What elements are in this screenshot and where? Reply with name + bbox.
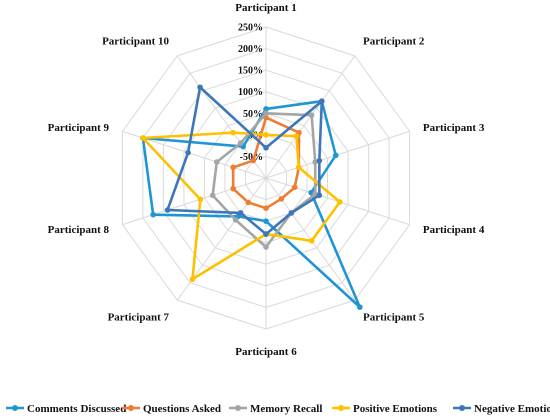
legend-label: Comments Discussed <box>27 403 126 415</box>
series-memory-recall <box>209 110 319 250</box>
legend-swatch-marker <box>338 405 344 411</box>
data-point-memory-recall-8 <box>209 192 216 199</box>
data-series <box>140 84 363 310</box>
data-point-memory-recall-10 <box>237 140 244 146</box>
data-point-negative-emotions-7 <box>237 210 244 216</box>
axis-label-participant-9: Participant 9 <box>48 122 110 134</box>
data-point-positive-emotions-8 <box>197 196 204 203</box>
data-point-memory-recall-9 <box>213 159 220 165</box>
data-point-questions-asked-7 <box>245 199 252 206</box>
data-point-memory-recall-7 <box>232 217 239 223</box>
tick-label: 50% <box>243 109 263 120</box>
legend-item-comments-discussed: Comments Discussed <box>6 403 126 415</box>
legend-label: Positive Emotions <box>353 403 438 415</box>
data-point-comments-discussed-3 <box>332 152 339 159</box>
data-point-positive-emotions-9 <box>140 135 146 141</box>
tick-label: 100% <box>238 87 263 98</box>
data-point-questions-asked-10 <box>250 157 257 164</box>
data-point-negative-emotions-10 <box>197 84 203 91</box>
data-point-negative-emotions-6 <box>263 231 269 237</box>
data-point-memory-recall-1 <box>263 110 269 117</box>
data-point-comments-discussed-8 <box>150 211 156 218</box>
data-point-positive-emotions-3 <box>296 164 302 171</box>
data-point-comments-discussed-1 <box>263 106 269 112</box>
data-point-positive-emotions-1 <box>263 132 269 138</box>
data-point-negative-emotions-2 <box>318 98 325 105</box>
data-point-questions-asked-6 <box>263 205 269 211</box>
data-point-positive-emotions-5 <box>308 238 315 244</box>
data-point-negative-emotions-1 <box>263 145 269 151</box>
axis-label-participant-1: Participant 1 <box>235 2 296 14</box>
data-point-negative-emotions-8 <box>164 207 171 213</box>
legend-swatch-marker <box>12 405 18 411</box>
axis-label-participant-3: Participant 3 <box>423 122 485 134</box>
legend-item-questions-asked: Questions Asked <box>122 403 221 415</box>
data-point-memory-recall-2 <box>308 112 315 118</box>
radar-grid <box>121 26 411 330</box>
data-point-positive-emotions-2 <box>293 133 300 139</box>
participant-axis-labels: Participant 1 Participant 2 Participant 3 P… <box>48 2 485 358</box>
legend-swatch-marker <box>128 405 134 411</box>
data-point-questions-asked-8 <box>230 185 236 192</box>
data-point-negative-emotions-9 <box>185 149 191 156</box>
legend-item-negative-emotions: Negative Emotions <box>453 403 550 415</box>
legend-label: Questions Asked <box>143 403 221 415</box>
data-point-comments-discussed-6 <box>263 218 269 224</box>
data-point-negative-emotions-3 <box>316 157 323 164</box>
axis-label-participant-4: Participant 4 <box>423 224 485 236</box>
legend: Comments Discussed Questions Asked Memory … <box>6 403 550 415</box>
tick-label: 0% <box>248 130 263 141</box>
data-point-questions-asked-4 <box>291 184 298 191</box>
grid-spoke <box>122 177 267 226</box>
data-point-positive-emotions-10 <box>230 129 236 136</box>
tick-label: 250% <box>238 23 263 34</box>
tick-label: -50% <box>240 152 263 163</box>
radial-tick-labels: -50% 0% 50% 100% 150% 200% 250% <box>238 23 263 163</box>
axis-label-participant-7: Participant 7 <box>108 311 170 323</box>
legend-item-positive-emotions: Positive Emotions <box>332 403 438 415</box>
data-point-positive-emotions-4 <box>337 199 343 205</box>
grid-spoke <box>176 55 267 179</box>
legend-swatch-marker <box>459 405 465 411</box>
axis-label-participant-5: Participant 5 <box>363 311 425 323</box>
legend-item-memory-recall: Memory Recall <box>229 403 322 415</box>
data-point-questions-asked-9 <box>230 164 236 171</box>
axis-label-participant-6: Participant 6 <box>235 346 297 358</box>
axis-label-participant-2: Participant 2 <box>363 36 425 48</box>
data-point-memory-recall-6 <box>263 244 269 250</box>
tick-label: 150% <box>238 66 263 77</box>
series-negative-emotions <box>164 84 325 237</box>
legend-label: Memory Recall <box>250 403 322 415</box>
tick-label: 200% <box>238 44 263 55</box>
data-point-positive-emotions-7 <box>189 276 196 283</box>
legend-swatch-marker <box>235 405 241 411</box>
data-point-negative-emotions-4 <box>316 192 323 199</box>
data-point-comments-discussed-5 <box>357 304 363 310</box>
axis-label-participant-10: Participant 10 <box>102 36 169 48</box>
data-point-negative-emotions-5 <box>288 210 295 216</box>
legend-label: Negative Emotions <box>474 403 550 415</box>
data-point-questions-asked-5 <box>278 196 285 202</box>
axis-label-participant-8: Participant 8 <box>48 224 110 236</box>
